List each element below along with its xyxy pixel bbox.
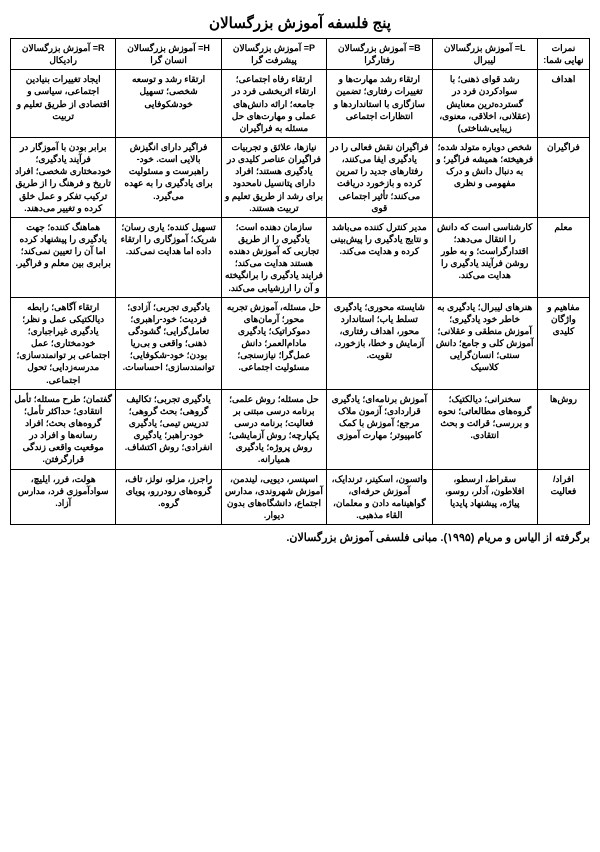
- table-row: اهداف رشد قوای ذهنی؛ با سوادکردن فرد در …: [11, 70, 590, 138]
- cell: راجرز، مزلو، نولز، تاف، گروه‌های رودررو،…: [116, 469, 221, 525]
- row-label: روش‌ها: [537, 389, 589, 469]
- header-P: P= آموزش بزرگسالان پیشرفت گرا: [221, 39, 326, 70]
- cell: حل مسئله؛ روش علمی؛ برنامه درسی مبتنی بر…: [221, 389, 326, 469]
- header-B: B= آموزش بزرگسالان رفتارگرا: [327, 39, 432, 70]
- cell: شخص دوباره متولد شده؛ فرهیخته؛ همیشه فرا…: [432, 137, 537, 217]
- cell: تسهیل کننده؛ یاری رسان؛ شریک؛ آموزگاری ر…: [116, 217, 221, 297]
- table-row: معلم کارشناسی است که دانش را انتقال می‌د…: [11, 217, 590, 297]
- cell: برابر بودن با آموزگار در فرآیند یادگیری؛…: [11, 137, 116, 217]
- cell: نیازها، علائق و تجربیات فراگیران عناصر ک…: [221, 137, 326, 217]
- philosophy-table: نمرات نهایی شما: L= آموزش بزرگسالان لیبر…: [10, 38, 590, 525]
- cell: مدیر کنترل کننده می‌باشد و نتایج یادگیری…: [327, 217, 432, 297]
- cell: ایجاد تغییرات بنیادین اجتماعی، سیاسی و ا…: [11, 70, 116, 138]
- cell: گفتمان؛ طرح مسئله؛ تأمل انتقادی؛ حداکثر …: [11, 389, 116, 469]
- cell: آموزش برنامه‌ای؛ یادگیری قراردادی؛ آزمون…: [327, 389, 432, 469]
- cell: کارشناسی است که دانش را انتقال می‌دهد؛ ا…: [432, 217, 537, 297]
- cell: ارتقاء آگاهی؛ رابطه دیالکتیکی عمل و نظر؛…: [11, 297, 116, 389]
- cell: ارتقاء رفاه اجتماعی؛ ارتقاء اثربخشی فرد …: [221, 70, 326, 138]
- table-row: روش‌ها سخنرانی؛ دیالکتیک؛ گروه‌های مطالع…: [11, 389, 590, 469]
- cell: هماهنگ کننده؛ جهت یادگیری را پیشنهاد کرد…: [11, 217, 116, 297]
- cell: سازمان دهنده است؛ یادگیری را از طریق تجا…: [221, 217, 326, 297]
- cell: واتسون، اسکینر، ترندایک، آموزش حرفه‌ای، …: [327, 469, 432, 525]
- cell: حل مسئله، آموزش تجربه محور؛ آرمان‌های دم…: [221, 297, 326, 389]
- table-row: افراد/ فعالیت سقراط، ارسطو، افلاطون، آدل…: [11, 469, 590, 525]
- cell: رشد قوای ذهنی؛ با سوادکردن فرد در گسترده…: [432, 70, 537, 138]
- cell: هنرهای لیبرال؛ یادگیری به خاطر خود یادگی…: [432, 297, 537, 389]
- cell: ارتقاء رشد و توسعه شخصی؛ تسهیل خودشکوفای…: [116, 70, 221, 138]
- cell: ارتقاء رشد مهارت‌ها و تغییرات رفتاری؛ تض…: [327, 70, 432, 138]
- header-rowlabel: نمرات نهایی شما:: [537, 39, 589, 70]
- cell: سقراط، ارسطو، افلاطون، آدلر، روسو، پیاژه…: [432, 469, 537, 525]
- page-title: پنج فلسفه آموزش بزرگسالان: [10, 14, 590, 32]
- header-L: L= آموزش بزرگسالان لیبرال: [432, 39, 537, 70]
- row-label: افراد/ فعالیت: [537, 469, 589, 525]
- row-label: اهداف: [537, 70, 589, 138]
- cell: هولت، فرر، ایلیچ، سوادآموزی فرد، مدارس آ…: [11, 469, 116, 525]
- cell: یادگیری تجربی؛ تکالیف گروهی؛ بحث گروهی؛ …: [116, 389, 221, 469]
- header-R: R= آموزش بزرگسالان رادیکال: [11, 39, 116, 70]
- cell: اسپنسر، دیویی، لیندمن، آموزش شهروندی، مد…: [221, 469, 326, 525]
- header-H: H= آموزش بزرگسالان انسان گرا: [116, 39, 221, 70]
- table-row: فراگیران شخص دوباره متولد شده؛ فرهیخته؛ …: [11, 137, 590, 217]
- row-label: فراگیران: [537, 137, 589, 217]
- cell: فراگیر دارای انگیزش بالایی است. خود-راهب…: [116, 137, 221, 217]
- cell: شایسته محوری؛ یادگیری تسلط یاب؛ استاندار…: [327, 297, 432, 389]
- table-row: مفاهیم و واژگان کلیدی هنرهای لیبرال؛ یاد…: [11, 297, 590, 389]
- row-label: مفاهیم و واژگان کلیدی: [537, 297, 589, 389]
- row-label: معلم: [537, 217, 589, 297]
- footer-citation: برگرفته از الیاس و مریام (۱۹۹۵). مبانی ف…: [10, 531, 590, 544]
- cell: سخنرانی؛ دیالکتیک؛ گروه‌های مطالعاتی؛ نح…: [432, 389, 537, 469]
- cell: فراگیران نقش فعالی را در یادگیری ایفا می…: [327, 137, 432, 217]
- cell: یادگیری تجربی؛ آزادی؛ فردیت؛ خود-راهبری؛…: [116, 297, 221, 389]
- header-row: نمرات نهایی شما: L= آموزش بزرگسالان لیبر…: [11, 39, 590, 70]
